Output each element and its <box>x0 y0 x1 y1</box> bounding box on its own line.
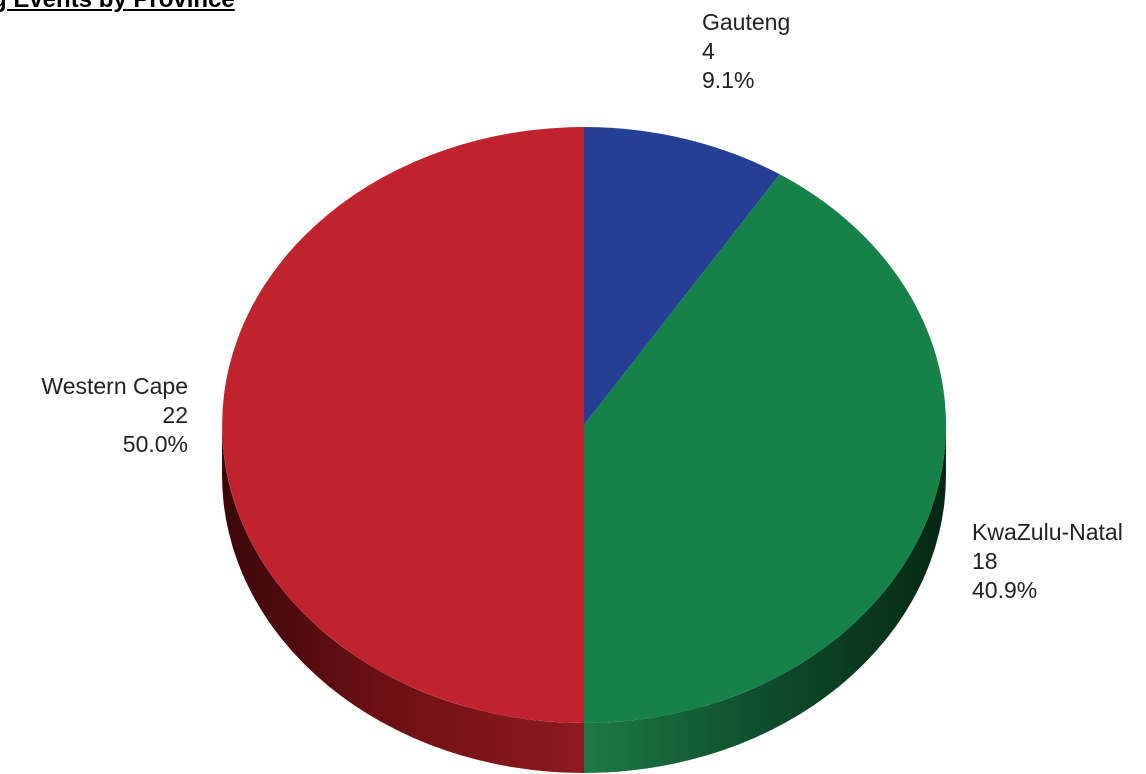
pie-slices <box>222 127 946 723</box>
slice-label-western-cape-name: Western Cape <box>41 373 188 399</box>
slice-label-kwazulu-natal-percent: 40.9% <box>972 577 1038 603</box>
pie-slice-gauteng <box>584 127 780 425</box>
slice-label-western-cape: Western Cape 22 50.0% <box>41 372 188 459</box>
slice-label-western-cape-value: 22 <box>162 402 188 428</box>
pie-slice-kwazulu-natal <box>584 174 946 723</box>
pie-3d-sides <box>222 425 946 773</box>
slice-label-kwazulu-natal-value: 18 <box>972 548 998 574</box>
slice-label-gauteng-value: 4 <box>702 38 715 64</box>
pie-side-kwazulu-natal <box>584 425 946 773</box>
chart-title: g Events by Province <box>0 0 235 14</box>
slice-label-gauteng-name: Gauteng <box>702 9 791 35</box>
slice-label-gauteng: Gauteng 4 9.1% <box>702 8 790 95</box>
slice-label-gauteng-percent: 9.1% <box>702 67 755 93</box>
slice-label-kwazulu-natal-name: KwaZulu-Natal <box>972 519 1123 545</box>
slice-label-western-cape-percent: 50.0% <box>122 431 188 457</box>
slice-label-kwazulu-natal: KwaZulu-Natal 18 40.9% <box>972 518 1123 605</box>
pie-side-western-cape <box>222 425 584 773</box>
pie-slice-western-cape <box>222 127 584 723</box>
